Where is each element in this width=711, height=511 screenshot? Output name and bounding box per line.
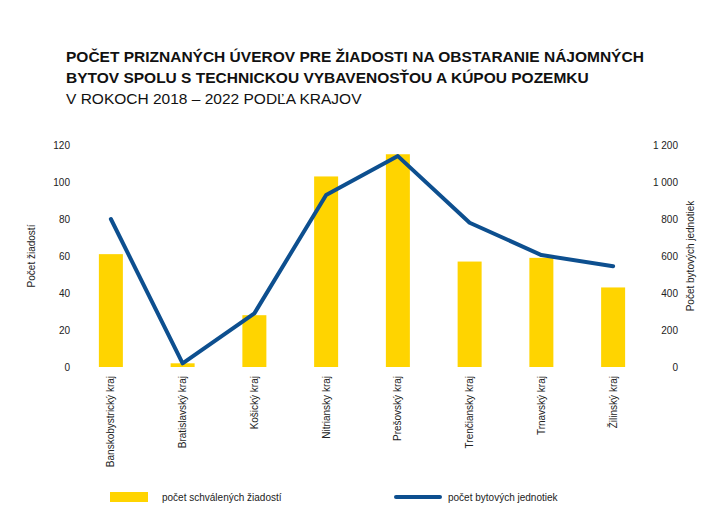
chart: POČET PRIZNANÝCH ÚVEROV PRE ŽIADOSTI NA … [0, 0, 711, 511]
y2-tick-label: 600 [661, 251, 678, 262]
x-tick-label: Banskobystrický kraj [105, 376, 116, 467]
bar [529, 258, 553, 367]
title-line: POČET PRIZNANÝCH ÚVEROV PRE ŽIADOSTI NA … [66, 48, 644, 65]
x-tick-label: Bratislavský kraj [177, 376, 188, 448]
line [111, 156, 613, 363]
title-line: BYTOV SPOLU S TECHNICKOU VYBAVENOSŤOU A … [66, 69, 589, 86]
legend-label: počet bytových jednotiek [448, 492, 559, 503]
bar [458, 262, 482, 367]
y-tick-label: 60 [59, 251, 71, 262]
x-tick-label: Trenčiansky kraj [464, 376, 475, 448]
y2-tick-label: 1 200 [653, 140, 678, 151]
bar [242, 315, 266, 367]
x-tick-label: Trnavský kraj [536, 376, 547, 435]
y2-tick-label: 1 000 [653, 177, 678, 188]
y2-axis-label: Počet bytových jednotiek [685, 200, 696, 312]
y2-tick [650, 367, 653, 368]
y2-tick [650, 330, 653, 331]
y2-tick [650, 256, 653, 257]
legend-swatch [396, 495, 440, 499]
y2-tick-label: 800 [661, 214, 678, 225]
y-tick [71, 219, 74, 220]
y-tick [71, 330, 74, 331]
y2-tick [650, 182, 653, 183]
y-tick-label: 40 [59, 288, 71, 299]
bar [601, 287, 625, 367]
bar [386, 154, 410, 367]
legend-swatch [110, 492, 148, 502]
bar [99, 254, 123, 367]
x-tick-label: Žilinský kraj [607, 376, 619, 428]
y-tick [71, 367, 74, 368]
y-tick-label: 100 [53, 177, 70, 188]
y2-tick-label: 200 [661, 325, 678, 336]
y2-tick [650, 219, 653, 220]
y2-tick-label: 400 [661, 288, 678, 299]
subtitle: V ROKOCH 2018 – 2022 PODĽA KRAJOV [66, 90, 362, 107]
y-axis-label: Počet žiadostí [26, 224, 37, 287]
y-tick [71, 145, 74, 146]
y-tick [71, 182, 74, 183]
x-tick-label: Prešovský kraj [392, 376, 403, 441]
x-tick-label: Nitriansky kraj [321, 376, 332, 439]
y-tick-label: 0 [64, 362, 70, 373]
y2-tick [650, 293, 653, 294]
legend-label: počet schválených žiadostí [162, 492, 282, 503]
y-tick-label: 120 [53, 140, 70, 151]
y-tick [71, 293, 74, 294]
y2-tick-label: 0 [672, 362, 678, 373]
plot-area [99, 154, 625, 367]
x-tick-label: Košický kraj [249, 376, 260, 429]
y-tick-label: 20 [59, 325, 71, 336]
y-tick [71, 256, 74, 257]
y-tick-label: 80 [59, 214, 71, 225]
y2-tick [650, 145, 653, 146]
title: POČET PRIZNANÝCH ÚVEROV PRE ŽIADOSTI NA … [66, 48, 644, 86]
